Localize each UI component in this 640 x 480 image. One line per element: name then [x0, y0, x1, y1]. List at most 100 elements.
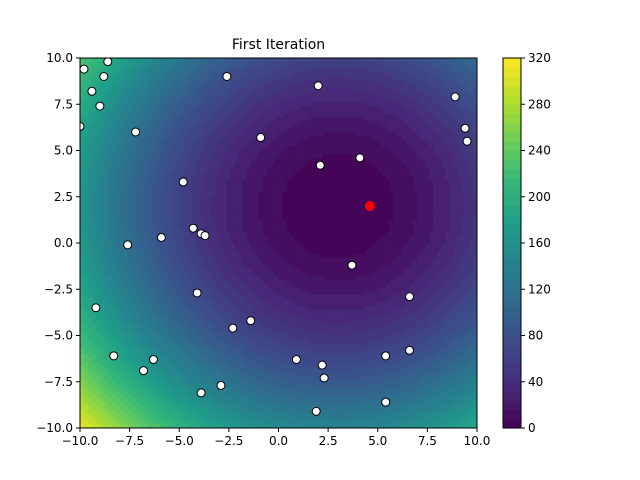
contour-cell — [195, 117, 200, 122]
contour-cell — [111, 150, 117, 155]
contour-cell — [218, 276, 224, 281]
contour-cell — [91, 65, 97, 70]
contour-cell — [258, 165, 264, 170]
contour-cell — [234, 405, 240, 411]
contour-cell — [218, 106, 224, 111]
contour-cell — [111, 372, 117, 377]
contour-cell — [266, 361, 272, 366]
contour-cell — [171, 194, 176, 200]
contour-cell — [155, 91, 160, 96]
contour-cell — [99, 394, 105, 399]
contour-cell — [199, 339, 204, 344]
contour-cell — [115, 228, 121, 233]
contour-cell — [131, 383, 137, 388]
contour-cell — [95, 231, 101, 237]
contour-cell — [274, 191, 280, 196]
contour-cell — [191, 235, 196, 240]
contour-cell — [262, 231, 268, 237]
contour-cell — [250, 76, 256, 81]
contour-cell — [115, 91, 121, 96]
contour-cell — [195, 172, 200, 177]
contour-cell — [155, 132, 160, 137]
contour-cell — [179, 161, 184, 166]
contour-cell — [159, 335, 164, 340]
contour-cell — [87, 239, 93, 244]
contour-cell — [119, 169, 125, 174]
contour-cell — [159, 61, 164, 66]
contour-cell — [171, 272, 176, 277]
contour-cell — [230, 339, 236, 344]
contour-cell — [226, 176, 232, 181]
contour-cell — [163, 376, 168, 381]
contour-cell — [127, 346, 133, 351]
contour-cell — [167, 283, 172, 288]
contour-cell — [187, 391, 192, 396]
contour-cell — [266, 320, 272, 325]
contour-cell — [246, 235, 252, 240]
contour-cell — [131, 317, 137, 322]
contour-cell — [111, 106, 117, 111]
contour-cell — [234, 132, 240, 137]
contour-cell — [83, 346, 89, 351]
contour-cell — [226, 180, 232, 185]
contour-cell — [83, 217, 89, 222]
contour-cell — [115, 328, 121, 333]
contour-cell — [234, 331, 240, 337]
contour-cell — [151, 257, 157, 263]
contour-cell — [135, 191, 141, 196]
contour-cell — [131, 95, 137, 100]
contour-cell — [103, 87, 109, 92]
contour-cell — [159, 405, 164, 411]
contour-cell — [107, 128, 113, 133]
contour-cell — [187, 420, 192, 425]
contour-cell — [175, 157, 180, 163]
contour-cell — [270, 194, 276, 200]
contour-cell — [80, 161, 85, 166]
contour-cell — [123, 387, 129, 392]
contour-cell — [175, 180, 180, 185]
contour-cell — [107, 106, 113, 111]
contour-cell — [218, 83, 224, 89]
contour-cell — [199, 154, 204, 159]
contour-cell — [139, 335, 145, 340]
contour-cell — [242, 309, 248, 314]
contour-cell — [151, 324, 157, 329]
contour-cell — [199, 98, 204, 103]
contour-cell — [222, 405, 228, 411]
contour-cell — [258, 209, 264, 214]
contour-cell — [258, 224, 264, 229]
contour-cell — [127, 257, 133, 263]
contour-cell — [107, 287, 113, 292]
contour-cell — [270, 176, 276, 181]
contour-cell — [195, 206, 200, 211]
contour-cell — [238, 313, 244, 318]
contour-cell — [163, 120, 168, 126]
contour-cell — [95, 298, 101, 303]
contour-cell — [151, 291, 157, 296]
contour-cell — [107, 368, 113, 374]
contour-cell — [262, 72, 268, 78]
contour-cell — [159, 376, 164, 381]
contour-cell — [175, 87, 180, 92]
contour-cell — [211, 235, 216, 240]
contour-cell — [238, 420, 244, 425]
contour-cell — [111, 424, 117, 428]
contour-cell — [246, 202, 252, 207]
contour-cell — [87, 157, 93, 163]
contour-cell — [99, 194, 105, 200]
contour-cell — [115, 165, 121, 170]
contour-cell — [103, 194, 109, 200]
contour-cell — [127, 206, 133, 211]
contour-cell — [147, 298, 153, 303]
contour-cell — [99, 317, 105, 322]
contour-cell — [238, 165, 244, 170]
contour-cell — [187, 254, 192, 259]
contour-cell — [218, 313, 224, 318]
contour-cell — [147, 317, 153, 322]
contour-cell — [87, 202, 93, 207]
contour-cell — [155, 402, 160, 407]
contour-cell — [274, 209, 280, 214]
contour-cell — [234, 150, 240, 155]
contour-cell — [262, 317, 268, 322]
contour-cell — [234, 187, 240, 192]
